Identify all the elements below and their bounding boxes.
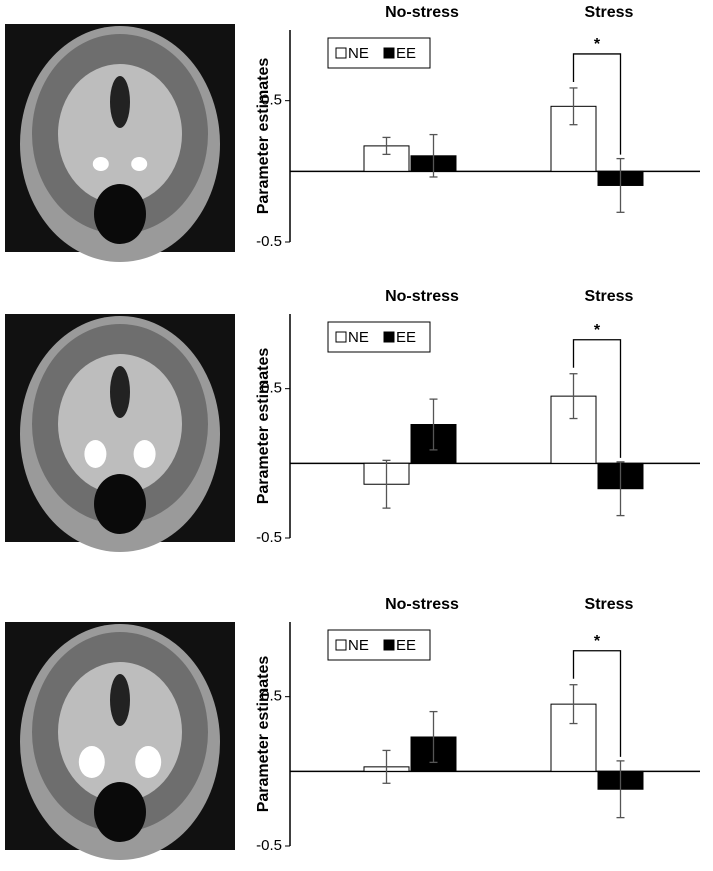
significance-bracket: [572, 650, 622, 757]
legend-swatch: [335, 47, 347, 59]
category-title: No-stress: [385, 596, 459, 613]
brain-white: [58, 64, 182, 204]
y-tick-label: 0.5: [261, 688, 282, 705]
legend-label: EE: [396, 45, 416, 62]
category-title: Stress: [585, 4, 634, 21]
significance-label: *: [594, 322, 601, 339]
roi-highlight: [133, 440, 156, 468]
legend-swatch: [335, 639, 347, 651]
legend-label: NE: [348, 329, 369, 346]
roi-highlight: [135, 746, 162, 778]
brain-ventricle: [110, 674, 130, 726]
roi-highlight: [78, 746, 105, 778]
brain-ventricle: [110, 76, 130, 128]
category-title: Stress: [585, 596, 634, 613]
category-title: No-stress: [385, 288, 459, 305]
brain-stem: [94, 474, 146, 534]
significance-bracket: [572, 339, 622, 458]
legend-swatch: [335, 331, 347, 343]
bar: [550, 105, 597, 172]
legend-swatch: [383, 639, 395, 651]
roi-highlight: [84, 440, 107, 468]
legend-label: NE: [348, 45, 369, 62]
y-tick-label: 0.5: [261, 92, 282, 109]
significance-label: *: [594, 633, 601, 650]
significance-bracket: [572, 53, 622, 155]
y-axis-label: Parameter estimates: [255, 656, 272, 813]
brain-stem: [94, 184, 146, 244]
legend-swatch: [383, 331, 395, 343]
y-axis-label: Parameter estimates: [255, 348, 272, 505]
legend-label: EE: [396, 329, 416, 346]
y-tick-label: -0.5: [256, 233, 282, 250]
brain-stem: [94, 782, 146, 842]
roi-highlight: [92, 157, 109, 171]
legend-swatch: [383, 47, 395, 59]
y-tick-label: 0.5: [261, 380, 282, 397]
legend-label: EE: [396, 637, 416, 654]
category-title: Stress: [585, 288, 634, 305]
y-tick-label: -0.5: [256, 837, 282, 854]
significance-label: *: [594, 36, 601, 53]
legend-label: NE: [348, 637, 369, 654]
y-axis-label: Parameter estimates: [255, 58, 272, 215]
roi-highlight: [131, 157, 148, 171]
y-tick-label: -0.5: [256, 529, 282, 546]
category-title: No-stress: [385, 4, 459, 21]
brain-ventricle: [110, 366, 130, 418]
